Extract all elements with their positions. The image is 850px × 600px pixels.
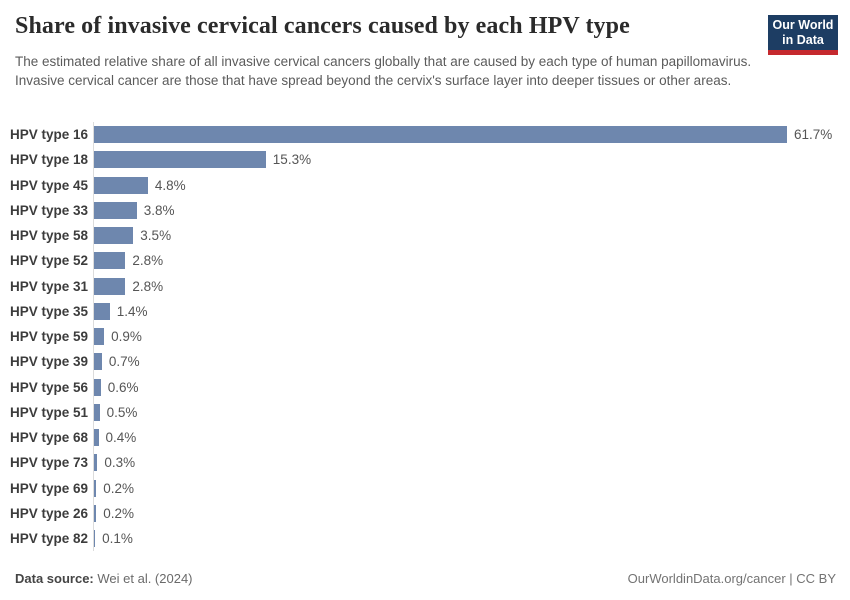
bar-label: HPV type 31 (10, 278, 89, 294)
bar[interactable] (94, 378, 101, 396)
bar-area: 4.8% (93, 172, 836, 198)
bar[interactable] (94, 403, 100, 421)
bar[interactable] (94, 504, 97, 522)
bar-value: 0.6% (107, 379, 139, 395)
bar-value: 3.5% (140, 228, 172, 244)
bar-value: 4.8% (154, 177, 186, 193)
owid-logo-line1: Our World (772, 18, 834, 32)
bar-row[interactable]: HPV type 39 0.7% (10, 349, 836, 375)
owid-logo: Our World in Data (768, 15, 838, 55)
bar-label: HPV type 73 (10, 455, 89, 471)
bar-value: 0.7% (108, 354, 140, 370)
chart-title: Share of invasive cervical cancers cause… (15, 13, 630, 39)
bar-area: 0.7% (93, 349, 836, 375)
bar[interactable] (94, 201, 137, 219)
bar-area: 2.8% (93, 273, 836, 299)
data-source: Data source: Wei et al. (2024) (15, 571, 193, 586)
bar-row[interactable]: HPV type 68 0.4% (10, 425, 836, 451)
bar[interactable] (94, 479, 97, 497)
bar-row[interactable]: HPV type 56 0.6% (10, 374, 836, 400)
bar-label: HPV type 68 (10, 430, 89, 446)
bar-row[interactable]: HPV type 73 0.3% (10, 450, 836, 476)
bar-value: 1.4% (116, 303, 148, 319)
bar-label: HPV type 35 (10, 303, 89, 319)
bar-chart: HPV type 16 61.7% HPV type 18 15.3% HPV type… (10, 122, 836, 552)
bar-value: 0.3% (104, 455, 136, 471)
chart-footer: Data source: Wei et al. (2024) OurWorldi… (15, 571, 836, 586)
bar-label: HPV type 59 (10, 329, 89, 345)
bar[interactable] (94, 277, 126, 295)
bar-area: 0.3% (93, 450, 836, 476)
bar-label: HPV type 33 (10, 202, 89, 218)
bar-label: HPV type 26 (10, 505, 89, 521)
bar-row[interactable]: HPV type 31 2.8% (10, 273, 836, 299)
bar-label: HPV type 18 (10, 152, 89, 168)
bar-area: 0.5% (93, 399, 836, 425)
owid-logo-line2: in Data (782, 33, 824, 47)
bar-value: 61.7% (794, 127, 833, 143)
bar-value: 0.4% (105, 430, 137, 446)
bar-area: 0.1% (93, 526, 836, 552)
bar-row[interactable]: HPV type 51 0.5% (10, 399, 836, 425)
bar-value: 0.9% (111, 329, 142, 345)
bar-area: 0.2% (93, 475, 836, 501)
bar-area: 2.8% (93, 248, 836, 274)
bar-row[interactable]: HPV type 26 0.2% (10, 500, 836, 526)
bar-row[interactable]: HPV type 35 1.4% (10, 298, 836, 324)
bar-value: 2.8% (132, 278, 164, 294)
bar-value: 0.5% (106, 404, 138, 420)
bar[interactable] (94, 353, 102, 371)
bar-value: 15.3% (272, 152, 312, 168)
bar[interactable] (94, 126, 787, 144)
bar-area: 0.4% (93, 425, 836, 451)
bar-row[interactable]: HPV type 52 2.8% (10, 248, 836, 274)
bar-label: HPV type 58 (10, 228, 89, 244)
bar-row[interactable]: HPV type 33 3.8% (10, 197, 836, 223)
bar-row[interactable]: HPV type 82 0.1% (10, 526, 836, 552)
bar-row[interactable]: HPV type 16 61.7% (10, 122, 836, 148)
bar[interactable] (94, 151, 266, 169)
bar-area: 61.7% (93, 122, 836, 148)
bar-label: HPV type 45 (10, 177, 89, 193)
bar-value: 0.2% (103, 480, 134, 496)
bar-label: HPV type 51 (10, 404, 89, 420)
bar-area: 3.5% (93, 223, 836, 249)
bar-row[interactable]: HPV type 59 0.9% (10, 324, 836, 350)
bar[interactable] (94, 227, 134, 245)
bar[interactable] (94, 176, 148, 194)
bar-label: HPV type 56 (10, 379, 89, 395)
data-source-label: Data source: (15, 571, 94, 586)
bar-value: 0.2% (103, 505, 134, 521)
bar-label: HPV type 16 (10, 127, 89, 143)
bar-area: 1.4% (93, 298, 836, 324)
bar-area: 0.6% (93, 374, 836, 400)
bar-label: HPV type 52 (10, 253, 89, 269)
bar[interactable] (94, 530, 96, 548)
bar-value: 2.8% (132, 253, 164, 269)
bar-value: 0.1% (102, 531, 133, 547)
bar[interactable] (94, 302, 110, 320)
data-source-value: Wei et al. (2024) (97, 571, 193, 586)
bar-row[interactable]: HPV type 58 3.5% (10, 223, 836, 249)
bar[interactable] (94, 429, 99, 447)
bar-area: 3.8% (93, 197, 836, 223)
bar-value: 3.8% (143, 202, 175, 218)
bar-label: HPV type 82 (10, 531, 89, 547)
bar[interactable] (94, 454, 98, 472)
footer-license: OurWorldinData.org/cancer | CC BY (627, 571, 836, 586)
chart-subtitle: The estimated relative share of all inva… (15, 54, 752, 88)
bar[interactable] (94, 328, 105, 346)
bar-row[interactable]: HPV type 18 15.3% (10, 147, 836, 173)
bar-area: 15.3% (93, 147, 836, 173)
bar-area: 0.2% (93, 500, 836, 526)
bar-row[interactable]: HPV type 69 0.2% (10, 475, 836, 501)
bar-label: HPV type 69 (10, 480, 89, 496)
bar-area: 0.9% (93, 324, 836, 350)
bar-label: HPV type 39 (10, 354, 89, 370)
bar-row[interactable]: HPV type 45 4.8% (10, 172, 836, 198)
bar[interactable] (94, 252, 126, 270)
